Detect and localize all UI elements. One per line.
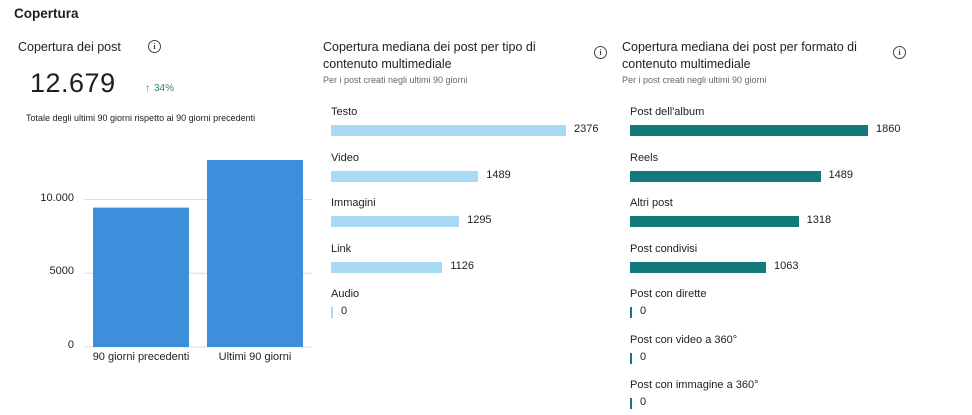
bar-label: Immagini <box>331 197 376 209</box>
bar-label: Post con dirette <box>630 288 707 300</box>
bar-row[interactable]: Reels 1489 <box>630 152 920 188</box>
bar-3 <box>331 261 443 273</box>
bar-3 <box>630 261 767 273</box>
bar-value: 1489 <box>486 168 511 181</box>
bar-label: Testo <box>331 106 358 118</box>
bar-0 <box>630 125 868 136</box>
bar-label: Video <box>331 151 359 164</box>
delta-badge: ↑ 34% <box>145 83 174 94</box>
bar-row[interactable]: Post con dirette 0 <box>630 288 920 324</box>
reach-total: 12.679 <box>30 68 116 98</box>
bar-row[interactable]: Altri post 1318 <box>630 197 920 233</box>
info-icon[interactable]: i <box>148 40 161 53</box>
bar-label: Altri post <box>630 197 673 209</box>
panel-subtitle: Per i post creati negli ultimi 90 giorni <box>622 75 767 85</box>
bar-value: 0 <box>341 305 348 317</box>
media-format-panel: Copertura mediana dei post per formato d… <box>622 0 922 409</box>
bar-label: Link <box>331 242 352 255</box>
media-type-panel: Copertura mediana dei post per tipo di c… <box>323 0 613 407</box>
bar-label: Reels <box>630 151 659 164</box>
bar-row[interactable]: Video 1489 <box>331 152 621 188</box>
x-tick-label: Ultimi 90 giorni <box>218 351 292 363</box>
bar-0 <box>331 125 566 136</box>
y-tick-label: 5000 <box>49 265 74 278</box>
panel-subtitle: Per i post creati negli ultimi 90 giorni <box>323 75 468 85</box>
bar-5 <box>630 352 632 364</box>
bar-value: 1318 <box>806 214 832 226</box>
bar-value: 1489 <box>828 168 853 181</box>
y-tick-label: 10.000 <box>40 191 74 204</box>
bar-0[interactable] <box>93 207 189 347</box>
section-title: Copertura <box>14 6 79 21</box>
bar-row[interactable]: Link 1126 <box>331 243 621 279</box>
reach-note: Totale degli ultimi 90 giorni rispetto a… <box>26 113 256 123</box>
bar-4 <box>630 307 632 318</box>
bar-row[interactable]: Post con video a 360° 0 <box>630 334 920 370</box>
bar-2 <box>331 216 460 227</box>
bar-6 <box>630 398 632 409</box>
bar-value: 2376 <box>574 123 599 135</box>
bar-4 <box>331 307 333 318</box>
reach-bar-chart: 0 5000 10.000 90 giorni precedenti Ultimi 90… <box>14 150 314 380</box>
bar-value: 1126 <box>450 259 475 272</box>
bar-label: Post dell'album <box>630 106 705 118</box>
bar-row[interactable]: Immagini 1295 <box>331 197 621 233</box>
bar-value: 1063 <box>774 259 799 272</box>
bar-value: 0 <box>640 396 647 408</box>
panel-title: Copertura mediana dei post per tipo di c… <box>323 40 536 71</box>
bar-row[interactable]: Post condivisi 1063 <box>630 243 920 279</box>
bar-row[interactable]: Testo 2376 <box>331 106 621 142</box>
bar-value: 1860 <box>876 123 901 135</box>
bar-row[interactable]: Post con immagine a 360° 0 <box>630 379 920 415</box>
bar-label: Audio <box>331 288 360 300</box>
bar-row[interactable]: Audio 0 <box>331 288 621 324</box>
y-tick-label: 0 <box>67 339 74 351</box>
bar-label: Post con video a 360° <box>630 333 738 346</box>
bar-row[interactable]: Post dell'album 1860 <box>630 106 920 142</box>
bar-2 <box>630 216 799 227</box>
arrow-up-icon: ↑ <box>145 83 150 94</box>
bar-value: 0 <box>640 305 647 317</box>
panel-title: Copertura mediana dei post per formato d… <box>622 40 857 71</box>
post-reach-panel: Copertura dei post i 12.679 ↑ 34% Totale … <box>14 0 314 407</box>
panel-title: Copertura dei post <box>18 40 121 54</box>
bar-1 <box>630 170 821 182</box>
x-tick-label: 90 giorni precedenti <box>92 351 190 363</box>
info-icon[interactable]: i <box>893 46 906 59</box>
bar-1 <box>331 170 479 182</box>
bar-label: Post condivisi <box>630 242 698 255</box>
info-icon[interactable]: i <box>594 46 607 59</box>
bar-value: 0 <box>640 350 647 363</box>
reach-bar-chart-svg <box>84 160 312 348</box>
bar-label: Post con immagine a 360° <box>630 379 759 391</box>
bar-value: 1295 <box>467 214 492 226</box>
delta-value: 34% <box>154 83 175 94</box>
bar-1[interactable] <box>207 160 303 347</box>
